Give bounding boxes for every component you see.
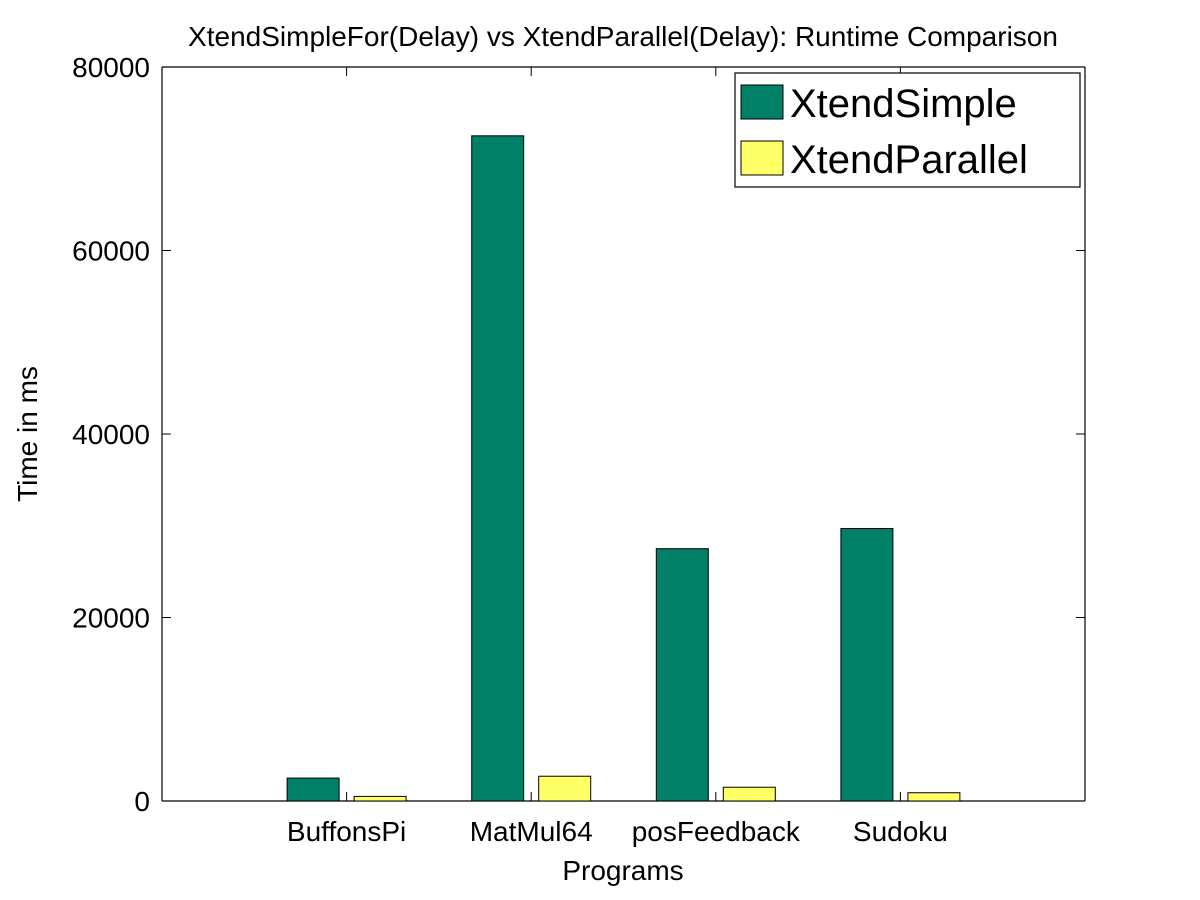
bar-xtendparallel-sudoku bbox=[907, 792, 961, 802]
legend-swatch-xtendparallel bbox=[740, 140, 784, 176]
y-tick-label: 60000 bbox=[72, 236, 150, 267]
bar-xtendparallel-posfeedback bbox=[722, 786, 776, 802]
x-tick-label: MatMul64 bbox=[470, 816, 593, 847]
bar-xtendsimple-posfeedback bbox=[655, 548, 709, 802]
bar-xtendsimple-buffonspi bbox=[286, 777, 340, 802]
legend: XtendSimple XtendParallel bbox=[734, 72, 1081, 188]
bar-xtendsimple-sudoku bbox=[840, 528, 894, 802]
legend-box bbox=[734, 72, 1081, 188]
y-axis-label: Time in ms bbox=[12, 366, 43, 502]
x-tick-label: Sudoku bbox=[853, 816, 948, 847]
legend-swatch-xtendsimple bbox=[740, 84, 784, 120]
x-tick-label: posFeedback bbox=[632, 816, 801, 847]
y-tick-label: 20000 bbox=[72, 603, 150, 634]
x-axis-label: Programs bbox=[562, 855, 683, 886]
y-tick-label: 80000 bbox=[72, 52, 150, 83]
bar-xtendsimple-matmul64 bbox=[471, 135, 525, 802]
y-tick-label: 0 bbox=[134, 786, 150, 817]
legend-label-xtendsimple: XtendSimple bbox=[790, 82, 1017, 126]
x-tick-label: BuffonsPi bbox=[287, 816, 406, 847]
y-tick-label: 40000 bbox=[72, 419, 150, 450]
chart-title: XtendSimpleFor(Delay) vs XtendParallel(D… bbox=[188, 21, 1058, 52]
bar-xtendparallel-matmul64 bbox=[538, 775, 592, 802]
legend-label-xtendparallel: XtendParallel bbox=[790, 138, 1028, 182]
bar-xtendparallel-buffonspi bbox=[353, 795, 407, 802]
plot-area: 0 20000 40000 60000 80000 BuffonsPi MatMul64 po… bbox=[72, 52, 1086, 847]
